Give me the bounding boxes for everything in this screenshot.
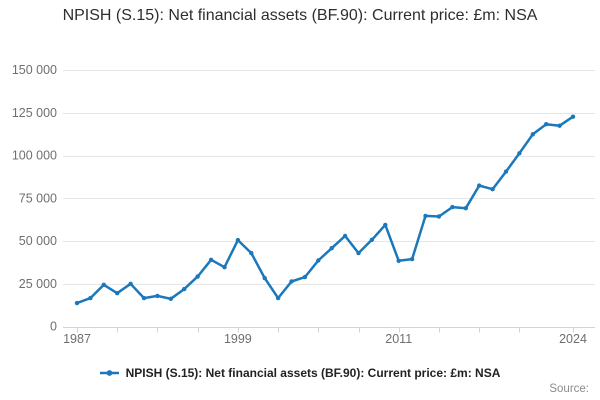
data-point-marker bbox=[155, 293, 160, 299]
data-point-marker bbox=[275, 295, 281, 301]
chart-title: NPISH (S.15): Net financial assets (BF.9… bbox=[62, 7, 538, 24]
data-point-marker bbox=[115, 291, 120, 296]
data-point-marker bbox=[249, 250, 254, 256]
data-point-marker bbox=[208, 257, 214, 262]
data-point-marker bbox=[517, 151, 522, 156]
legend-line-marker-icon bbox=[99, 370, 119, 376]
legend: NPISH (S.15): Net financial assets (BF.9… bbox=[0, 366, 600, 380]
data-point-marker bbox=[289, 279, 294, 284]
data-point-marker bbox=[490, 187, 495, 192]
data-point-marker bbox=[356, 250, 361, 256]
series-line bbox=[75, 115, 575, 305]
x-axis-label: 1999 bbox=[224, 332, 252, 346]
data-point-marker bbox=[329, 246, 334, 251]
data-point-marker bbox=[302, 274, 308, 280]
data-point-marker bbox=[262, 275, 267, 281]
legend-dot bbox=[106, 370, 113, 376]
data-point-marker bbox=[168, 296, 173, 301]
y-axis-label: 150 000 bbox=[12, 63, 57, 77]
data-point-marker bbox=[477, 183, 482, 188]
data-point-marker bbox=[423, 213, 428, 219]
data-point-marker bbox=[570, 114, 576, 119]
data-point-marker bbox=[342, 233, 348, 239]
y-axis-label: 75 000 bbox=[19, 191, 57, 205]
data-point-marker bbox=[128, 281, 133, 286]
data-point-marker bbox=[369, 237, 375, 242]
y-axis-label: 25 000 bbox=[19, 277, 57, 291]
y-axis-label: 0 bbox=[50, 320, 57, 334]
y-axis-label: 125 000 bbox=[12, 106, 57, 120]
x-axis-label: 1987 bbox=[63, 332, 91, 346]
data-point-marker bbox=[503, 169, 509, 174]
data-point-marker bbox=[409, 256, 415, 262]
y-axis-label: 50 000 bbox=[19, 234, 57, 248]
x-axis-label: 2011 bbox=[385, 332, 412, 346]
data-point-marker bbox=[182, 286, 187, 292]
data-point-marker bbox=[222, 265, 227, 270]
data-point-marker bbox=[101, 282, 107, 287]
data-point-marker bbox=[436, 214, 442, 219]
data-point-marker bbox=[316, 258, 321, 263]
data-point-marker bbox=[88, 295, 93, 301]
source-label: Source: bbox=[549, 383, 589, 395]
data-point-marker bbox=[530, 132, 535, 137]
legend-label: NPISH (S.15): Net financial assets (BF.9… bbox=[125, 366, 501, 380]
data-point-marker bbox=[450, 204, 455, 210]
data-point-marker bbox=[195, 274, 200, 279]
data-point-marker bbox=[544, 122, 549, 127]
data-point-marker bbox=[383, 222, 388, 228]
data-point-marker bbox=[396, 258, 401, 263]
data-point-marker bbox=[557, 123, 562, 128]
y-axis-label: 100 000 bbox=[12, 149, 57, 163]
data-point-marker bbox=[74, 300, 80, 306]
x-axis-label: 2024 bbox=[559, 332, 587, 346]
data-point-marker bbox=[235, 237, 241, 243]
data-point-marker bbox=[141, 295, 147, 301]
data-point-marker bbox=[463, 206, 468, 211]
